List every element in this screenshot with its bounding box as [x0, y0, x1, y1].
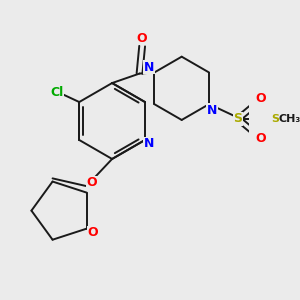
Text: N: N — [143, 137, 154, 150]
Text: O: O — [137, 32, 148, 45]
Text: N: N — [206, 104, 217, 117]
Text: CH₃: CH₃ — [278, 114, 300, 124]
Text: O: O — [255, 132, 266, 146]
Text: O: O — [255, 92, 266, 105]
Text: S: S — [234, 112, 243, 125]
Text: S: S — [272, 114, 280, 124]
Text: Cl: Cl — [50, 86, 64, 99]
Text: O: O — [87, 176, 98, 189]
Text: N: N — [144, 61, 154, 74]
Text: O: O — [88, 226, 98, 239]
